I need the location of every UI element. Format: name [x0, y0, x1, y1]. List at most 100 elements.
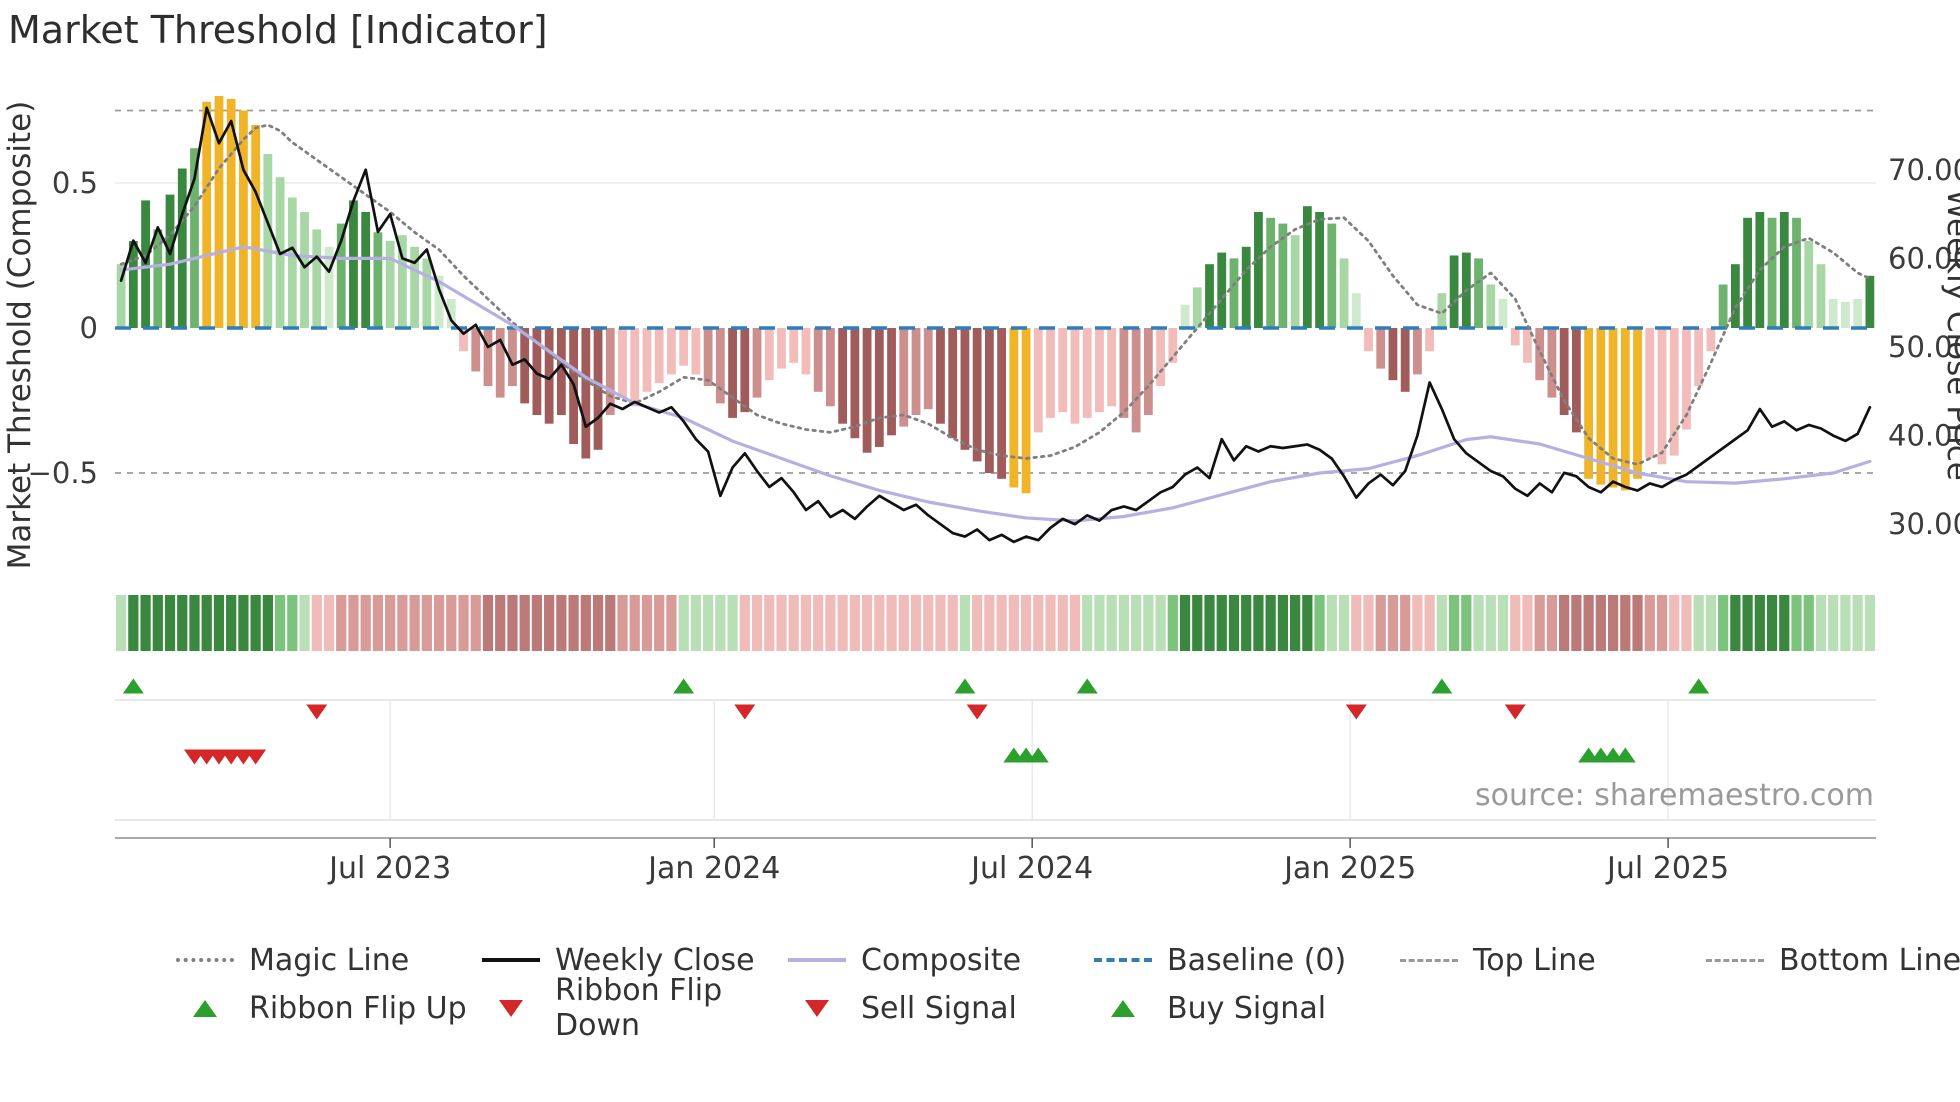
histogram-bar — [997, 328, 1007, 479]
composite-line — [119, 245, 1872, 523]
ribbon-cell — [605, 595, 616, 651]
ribbon-cell — [1522, 595, 1533, 651]
ribbon-cell — [1290, 595, 1301, 651]
histogram-bar — [1388, 328, 1398, 381]
histogram-bar — [1608, 328, 1618, 488]
histogram-bar — [397, 235, 407, 328]
ribbon-cell — [629, 595, 640, 651]
ribbon-cell — [1143, 595, 1154, 651]
histogram-bar — [1523, 328, 1532, 363]
buy-signal-marker — [1614, 747, 1636, 763]
histogram-bar — [1571, 328, 1581, 433]
histogram-bar — [263, 154, 273, 328]
legend-item-sell-signal: Sell Signal — [788, 991, 1094, 1026]
histogram-bar — [385, 241, 395, 328]
axes: 0.5 0 −0.5 70.00 60.00 50.00 40.00 30.00 Market … — [2, 101, 1960, 886]
ribbon-cell — [1730, 595, 1741, 651]
histogram-bar — [508, 328, 517, 386]
histogram-bar — [128, 241, 138, 328]
ribbon-cell — [959, 595, 971, 651]
gridlines — [115, 109, 1876, 474]
ribbon-cell — [1204, 595, 1215, 651]
histogram-bar — [483, 328, 493, 386]
histogram-bar — [434, 275, 444, 328]
right-axis-tick: 30.00 — [1888, 507, 1960, 541]
legend-label: Ribbon Flip Up — [249, 990, 467, 1026]
histogram-bar — [581, 328, 591, 459]
ribbon-cell — [1094, 595, 1105, 651]
histogram-bar — [1156, 328, 1165, 386]
histogram-bar — [691, 328, 701, 375]
histogram-bar — [1498, 299, 1508, 328]
histogram-bar — [1400, 328, 1410, 392]
histogram-bar — [214, 96, 224, 328]
histogram-bar — [1559, 328, 1569, 415]
indicator-chart: 0.5 0 −0.5 70.00 60.00 50.00 40.00 30.00 Market … — [2, 96, 1960, 886]
histogram-bar — [1547, 328, 1557, 398]
histogram-bar — [1620, 328, 1630, 491]
x-axis-tick-label: Jan 2025 — [1282, 851, 1416, 886]
legend-row-1: Magic Line Weekly Close Composite Baseline … — [176, 936, 1960, 984]
right-axis-tick: 40.00 — [1888, 419, 1960, 453]
histogram-bar — [654, 328, 664, 384]
ribbon-strip — [116, 595, 1875, 651]
ribbon-cell — [751, 595, 763, 651]
histogram-bar — [1192, 287, 1202, 328]
ribbon-cell — [1082, 595, 1093, 651]
ribbon-cell — [1131, 595, 1142, 651]
ribbon-cell — [421, 595, 432, 651]
histogram-bar — [1009, 328, 1019, 488]
histogram-bar — [764, 328, 774, 381]
histogram-bar — [789, 328, 799, 363]
histogram-bar — [1474, 258, 1483, 328]
ribbon-cell — [1571, 595, 1582, 651]
composite-histogram — [116, 96, 1875, 494]
ribbon-cell — [837, 595, 848, 651]
ribbon-cell — [1840, 595, 1851, 651]
left-axis-tick: 0 — [80, 311, 98, 345]
histogram-bar — [1743, 217, 1752, 328]
histogram-bar — [532, 328, 542, 415]
histogram-bar — [667, 328, 676, 375]
histogram-bar — [1131, 328, 1141, 433]
histogram-bar — [1425, 328, 1435, 352]
histogram-bar — [1841, 301, 1850, 328]
ribbon-cell — [274, 595, 286, 651]
legend-label: Composite — [861, 942, 1022, 978]
ribbon-cell — [1583, 595, 1594, 651]
ribbon-cell — [470, 595, 481, 651]
ribbon-cell — [1387, 595, 1399, 651]
legend-label: Buy Signal — [1167, 990, 1327, 1026]
ribbon-cell — [226, 595, 237, 651]
ribbon-cell — [764, 595, 775, 651]
ribbon-cell — [531, 595, 543, 651]
histogram-bar — [728, 328, 737, 418]
ribbon-cell — [1632, 595, 1643, 651]
chart-legend: Magic Line Weekly Close Composite Baseline … — [176, 936, 1960, 1043]
ribbon-cell — [1241, 595, 1252, 651]
triangle-up-green-swatch-icon — [1094, 991, 1152, 1025]
legend-item-baseline-0-: Baseline (0) — [1094, 943, 1400, 978]
left-axis-label: Market Threshold (Composite) — [2, 101, 38, 570]
histogram-bar — [899, 328, 909, 427]
ribbon-cell — [1363, 595, 1374, 651]
ribbon-cell — [1436, 595, 1447, 651]
histogram-bar — [838, 328, 848, 424]
ribbon-cell — [1253, 595, 1264, 651]
ribbon-cell — [1448, 595, 1460, 651]
ribbon-flip-up-marker — [122, 678, 144, 694]
histogram-bar — [312, 229, 322, 328]
histogram-bar — [239, 110, 248, 328]
legend-item-composite: Composite — [788, 943, 1094, 978]
ribbon-cell — [972, 595, 983, 651]
ribbon-flip-down-marker — [734, 704, 756, 720]
ribbon-cell — [984, 595, 995, 651]
legend-item-ribbon-flip-up: Ribbon Flip Up — [176, 991, 482, 1026]
ribbon-cell — [1852, 595, 1863, 651]
histogram-bar — [1816, 264, 1826, 328]
histogram-bar — [1205, 264, 1214, 328]
ribbon-cell — [654, 595, 665, 651]
histogram-bar — [520, 328, 530, 404]
histogram-bar — [202, 101, 212, 328]
histogram-bar — [630, 328, 640, 407]
